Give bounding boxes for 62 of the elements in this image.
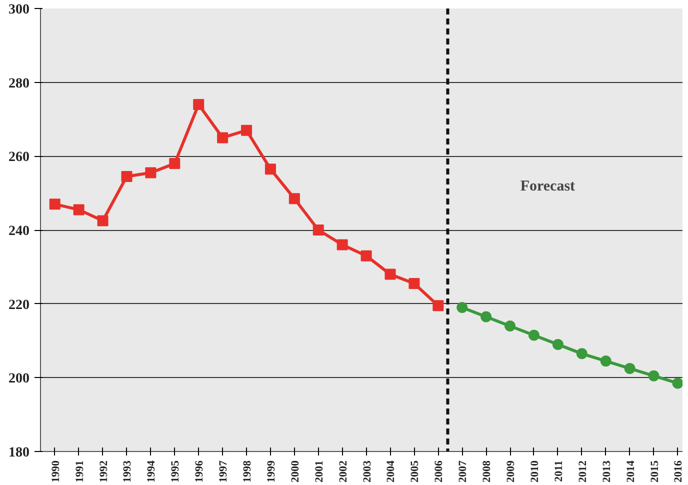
point: [288, 193, 300, 204]
y-tick-label: 220: [8, 298, 30, 313]
point: [456, 302, 468, 314]
point: [672, 378, 682, 389]
y-tick-label: 180: [8, 446, 30, 460]
x-tick-label: 1994: [146, 460, 158, 482]
point: [121, 170, 132, 182]
annotation: Forecast: [520, 178, 576, 195]
point: [145, 167, 156, 178]
y-tick-label: 280: [8, 76, 30, 92]
point: [360, 250, 372, 262]
point: [504, 320, 516, 332]
x-tick-label: 2003: [361, 460, 374, 482]
x-tick-label: 2012: [576, 460, 589, 482]
x-tick-label: 2013: [600, 460, 613, 482]
x-tick-label: 1992: [98, 460, 110, 482]
x-tick-label: 2006: [433, 460, 446, 482]
x-tick-label: 2008: [481, 460, 494, 482]
x-tick-label: 1997: [218, 460, 230, 482]
y-tick-label: 300: [8, 2, 30, 18]
point: [576, 348, 588, 360]
x-tick-label: 2001: [313, 460, 326, 482]
point: [432, 300, 444, 312]
x-tick-label: 2002: [337, 460, 350, 482]
x-tick-label: 2014: [624, 460, 637, 482]
x-tick-label: 2009: [505, 460, 518, 482]
x-tick-label: 2004: [385, 460, 398, 482]
x-tick-label: 1993: [122, 460, 134, 482]
x-tick-label: 2016: [672, 460, 685, 482]
y-tick-label: 260: [8, 150, 30, 166]
x-tick-label: 1998: [242, 460, 254, 482]
point: [217, 132, 228, 144]
x-tick-label: 2005: [409, 460, 422, 482]
y-tick-label: 240: [8, 224, 30, 239]
point: [241, 124, 252, 136]
point: [624, 362, 636, 374]
x-tick-label: 2010: [528, 460, 541, 482]
x-tick-label: 1999: [265, 460, 278, 482]
x-tick-label: 1991: [74, 460, 86, 482]
x-tick-label: 2007: [457, 460, 470, 482]
point: [600, 356, 612, 367]
point: [264, 164, 276, 175]
point: [480, 311, 492, 322]
point: [528, 330, 540, 341]
point: [552, 338, 564, 350]
point: [73, 204, 84, 216]
x-tick-label: 1990: [50, 460, 62, 482]
point: [169, 158, 180, 170]
point: [97, 215, 108, 226]
point: [312, 224, 324, 236]
point: [336, 239, 348, 250]
y-tick-label: 200: [8, 372, 30, 387]
x-tick-label: 2015: [648, 460, 661, 482]
x-tick-label: 1995: [170, 460, 182, 482]
point: [408, 278, 420, 290]
point: [648, 370, 660, 382]
x-tick-label: 2000: [289, 460, 302, 482]
point: [49, 198, 60, 210]
x-tick-label: 2011: [552, 460, 565, 482]
point: [193, 98, 204, 110]
x-tick-label: 1996: [194, 460, 206, 482]
point: [384, 268, 396, 280]
